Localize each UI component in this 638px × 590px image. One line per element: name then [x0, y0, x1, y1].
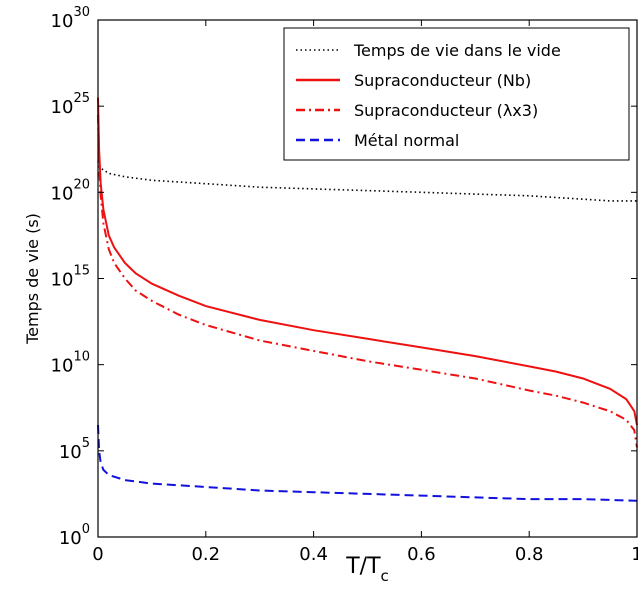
legend-label: Supraconducteur (Nb): [354, 71, 531, 90]
axes-ticks: 0 0.2 0.4 0.6 0.8 1 100 105 1010 1015 1020 1025 1030: [51, 5, 638, 565]
x-tick-label: 0: [92, 544, 103, 565]
series-line-1: [97, 97, 638, 426]
legend-box: [283, 27, 630, 161]
x-tick-label: 0.4: [299, 544, 328, 565]
x-tick-label: 0.2: [191, 544, 220, 565]
x-tick-label: 0.6: [407, 544, 436, 565]
y-tick-label: 105: [59, 436, 90, 463]
legend-label: Métal normal: [354, 131, 459, 150]
axis-labels: T/Tc Temps de vie (s): [23, 213, 389, 585]
plot-area: [97, 97, 638, 502]
y-tick-label: 100: [59, 522, 90, 549]
series-line-0: [97, 161, 637, 202]
legend-label: Temps de vie dans le vide: [353, 41, 561, 60]
y-tick-label: 1025: [51, 91, 90, 118]
y-tick-label: 1020: [51, 177, 90, 204]
y-tick-label: 1015: [51, 264, 90, 291]
legend: Temps de vie dans le vide Supraconducteur…: [283, 27, 630, 161]
y-tick-label: 1030: [51, 5, 90, 32]
x-tick-label: 1: [631, 544, 638, 565]
x-tick-label: 0.8: [515, 544, 544, 565]
y-tick-label: 1010: [51, 350, 90, 377]
y-axis-label: Temps de vie (s): [23, 213, 42, 345]
legend-label: Supraconducteur (λx3): [354, 101, 538, 120]
x-axis-label: T/Tc: [345, 554, 389, 585]
